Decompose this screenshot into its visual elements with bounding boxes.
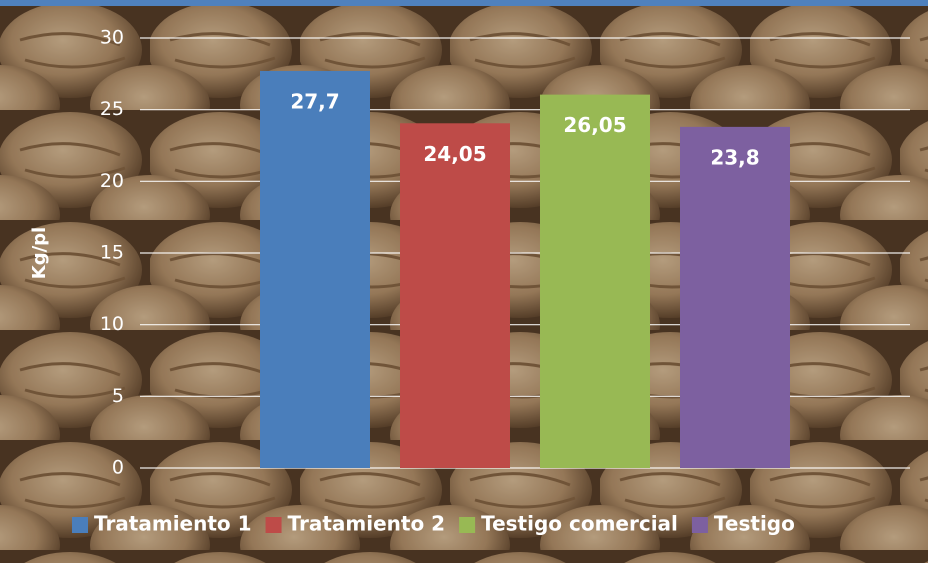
y-tick-label: 25 bbox=[100, 98, 124, 120]
legend-label: Tratamiento 2 bbox=[288, 512, 446, 536]
legend-label: Testigo comercial bbox=[481, 512, 678, 536]
bar bbox=[540, 94, 650, 468]
y-tick-label: 15 bbox=[100, 242, 124, 264]
y-tick-label: 30 bbox=[100, 27, 124, 49]
legend-label: Testigo bbox=[714, 512, 795, 536]
data-label: 23,8 bbox=[710, 145, 759, 169]
legend-swatch bbox=[265, 517, 282, 533]
bar bbox=[400, 123, 510, 469]
legend-swatch bbox=[72, 517, 88, 533]
y-axis-label: Kg/pl bbox=[29, 227, 50, 279]
legend-label: Tratamiento 1 bbox=[94, 512, 252, 536]
y-tick-label: 10 bbox=[100, 313, 124, 335]
bar bbox=[680, 126, 790, 468]
data-label: 27,7 bbox=[290, 89, 339, 113]
legend-swatch bbox=[691, 517, 708, 533]
data-label: 24,05 bbox=[423, 142, 486, 166]
y-tick-label: 20 bbox=[100, 170, 124, 192]
y-tick-label: 0 bbox=[112, 457, 124, 479]
top-border bbox=[0, 0, 928, 6]
data-label: 26,05 bbox=[563, 113, 626, 137]
legend-swatch bbox=[459, 517, 476, 533]
bar bbox=[260, 70, 370, 468]
y-tick-label: 5 bbox=[112, 385, 124, 407]
